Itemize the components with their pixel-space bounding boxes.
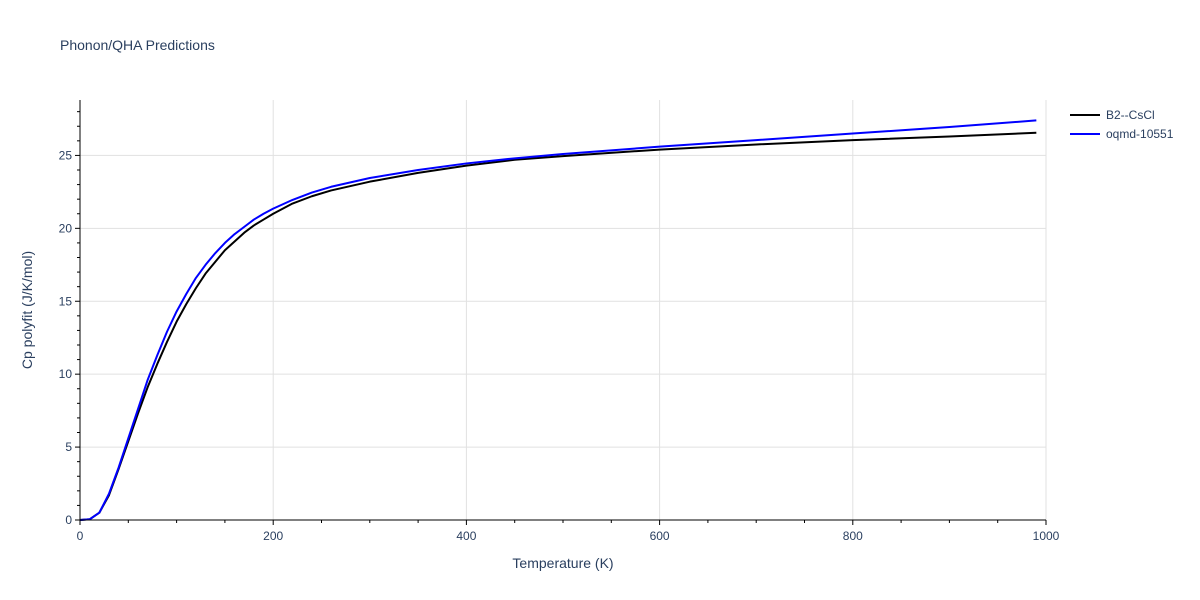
axis-layer: 0 200 400 600 800 1000 0 5 10 15 20 25 <box>59 100 1060 543</box>
legend-item-b2-cscl[interactable]: B2--CsCl <box>1070 108 1155 122</box>
y-tick-label: 5 <box>65 440 72 454</box>
grid-layer <box>80 100 1047 520</box>
chart-title: Phonon/QHA Predictions <box>60 37 215 53</box>
x-tick-label: 600 <box>650 529 670 543</box>
series-line-b2-cscl[interactable] <box>79 131 1037 521</box>
y-tick-label: 0 <box>65 513 72 527</box>
legend-label-b2-cscl: B2--CsCl <box>1106 108 1155 122</box>
y-tick-label: 15 <box>59 294 73 308</box>
legend-item-oqmd-10551[interactable]: oqmd-10551 <box>1070 127 1174 141</box>
y-tick-label: 20 <box>59 221 73 235</box>
legend-label-oqmd-10551: oqmd-10551 <box>1106 127 1174 141</box>
legend: B2--CsCl oqmd-10551 <box>1070 108 1174 141</box>
x-tick-label: 400 <box>456 529 476 543</box>
series-line-oqmd-10551[interactable] <box>79 119 1037 521</box>
x-tick-label: 200 <box>263 529 283 543</box>
y-axis-title: Cp polyfit (J/K/mol) <box>19 251 35 369</box>
x-tick-label: 800 <box>843 529 863 543</box>
x-axis-title: Temperature (K) <box>512 555 613 571</box>
y-tick-label: 10 <box>59 367 73 381</box>
y-tick-label: 25 <box>59 148 73 162</box>
series-layer <box>79 119 1037 521</box>
x-tick-label: 0 <box>77 529 84 543</box>
x-tick-label: 1000 <box>1033 529 1060 543</box>
plot-background <box>80 100 1046 520</box>
